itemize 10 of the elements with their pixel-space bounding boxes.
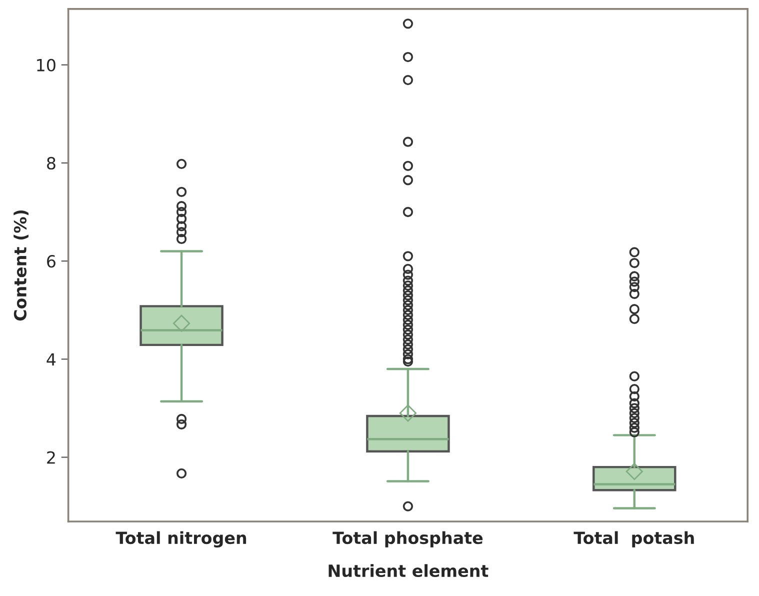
y-tick-label: 10 [37,58,56,72]
x-axis-title: Nutrient element [328,564,488,578]
y-tick-label: 4 [46,353,56,366]
x-tick-label: Total phosphate [332,531,483,548]
x-tick-label: Total potash [574,531,694,548]
y-axis-title: Content (%) [14,210,28,321]
y-tick-label: 2 [47,451,55,464]
y-tick-label: 8 [47,156,56,170]
x-tick-label: Total nitrogen [116,531,246,548]
y-tick-label: 6 [47,255,56,268]
